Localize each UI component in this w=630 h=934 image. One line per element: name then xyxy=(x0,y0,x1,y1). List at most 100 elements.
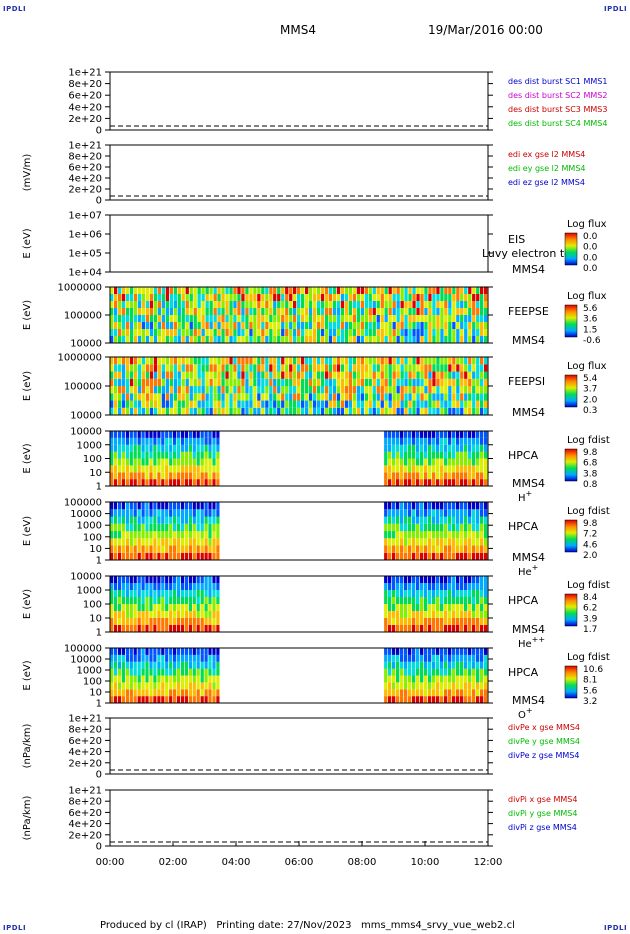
heatmap-cell xyxy=(396,479,400,486)
heatmap-cell xyxy=(200,479,204,486)
heatmap-cell xyxy=(408,431,412,438)
heatmap-cell xyxy=(444,516,448,524)
heatmap-cell xyxy=(184,516,188,524)
heatmap-cell xyxy=(137,625,141,632)
heatmap-cell xyxy=(388,523,392,532)
heatmap-cell xyxy=(161,648,165,655)
legend-entry: des dist burst SC1 MMS1 xyxy=(508,77,607,86)
heatmap-cell xyxy=(460,689,464,697)
heatmap-cell xyxy=(200,675,204,683)
heatmap-cell xyxy=(340,371,345,379)
heatmap-cell xyxy=(472,523,476,532)
heatmap-cell xyxy=(285,400,289,408)
y-tick-label: 100000 xyxy=(64,498,102,509)
heatmap-cell xyxy=(305,315,309,322)
heatmap-cell xyxy=(448,696,452,703)
heatmap-cell xyxy=(196,675,200,683)
heatmap-cell xyxy=(416,294,420,301)
heatmap-cell xyxy=(312,301,317,308)
heatmap-cell xyxy=(384,431,388,438)
heatmap-cell xyxy=(460,552,464,561)
heatmap-cell xyxy=(388,583,392,590)
heatmap-cell xyxy=(468,689,472,697)
heatmap-cell xyxy=(216,509,220,517)
heatmap-cell xyxy=(253,386,257,394)
heatmap-cell xyxy=(113,516,118,524)
spacecraft-label: MMS4 xyxy=(512,477,545,490)
heatmap-cell xyxy=(165,509,169,517)
heatmap-cell xyxy=(356,357,360,365)
heatmap-cell xyxy=(348,294,352,301)
heatmap-cell xyxy=(229,336,233,343)
heatmap-cell xyxy=(133,648,137,655)
heatmap-cell xyxy=(436,479,440,486)
heatmap-cell xyxy=(204,502,208,510)
heatmap-cell xyxy=(436,329,440,336)
heatmap-cell xyxy=(212,583,216,590)
heatmap-cell xyxy=(161,357,165,365)
heatmap-cell xyxy=(364,315,368,322)
heatmap-cell xyxy=(480,648,484,655)
heatmap-cell xyxy=(456,597,460,604)
heatmap-cell xyxy=(372,407,376,416)
heatmap-cell xyxy=(153,502,157,510)
heatmap-cell xyxy=(145,597,149,604)
heatmap-cell xyxy=(121,696,125,703)
heatmap-cell xyxy=(432,604,436,611)
heatmap-cell xyxy=(149,604,153,611)
y-tick-label: 100000 xyxy=(64,382,102,393)
heatmap-cell xyxy=(404,682,408,690)
heatmap-cell xyxy=(193,287,197,294)
heatmap-cell xyxy=(161,597,165,604)
heatmap-cell xyxy=(301,301,305,308)
heatmap-cell xyxy=(444,696,448,703)
heatmap-cell xyxy=(145,625,149,632)
heatmap-cell xyxy=(480,357,484,365)
heatmap-cell xyxy=(233,329,237,336)
heatmap-cell xyxy=(428,400,432,408)
heatmap-cell xyxy=(460,611,464,618)
heatmap-cell xyxy=(404,545,408,553)
heatmap-cell xyxy=(213,364,217,372)
heatmap-cell xyxy=(464,509,468,517)
heatmap-cell xyxy=(376,287,380,294)
heatmap-cell xyxy=(185,400,189,408)
heatmap-cell xyxy=(184,509,188,517)
heatmap-cell xyxy=(432,625,436,632)
heatmap-cell xyxy=(237,364,241,372)
heatmap-cell xyxy=(161,308,165,315)
heatmap-cell xyxy=(169,287,173,294)
heatmap-cell xyxy=(336,386,341,394)
heatmap-cell xyxy=(404,597,408,604)
heatmap-cell xyxy=(328,308,333,315)
heatmap-cell xyxy=(472,576,476,583)
heatmap-cell xyxy=(484,531,488,539)
heatmap-cell xyxy=(180,502,185,510)
heatmap-cell xyxy=(420,661,424,669)
heatmap-cell xyxy=(368,294,372,301)
heatmap-cell xyxy=(424,618,428,625)
heatmap-cell xyxy=(484,523,488,532)
heatmap-cell xyxy=(114,315,118,322)
colorbar-title: Log fdist xyxy=(567,652,610,663)
heatmap-cell xyxy=(221,400,225,408)
heatmap-cell xyxy=(376,315,380,322)
heatmap-cell xyxy=(189,336,193,343)
heatmap-cell xyxy=(472,437,476,445)
heatmap-cell xyxy=(197,357,201,365)
heatmap-cell xyxy=(468,576,472,583)
heatmap-cell xyxy=(480,329,484,336)
heatmap-cell xyxy=(396,625,400,632)
heatmap-cell xyxy=(269,378,273,387)
heatmap-cell xyxy=(428,590,432,597)
heatmap-cell xyxy=(118,364,122,372)
heatmap-cell xyxy=(368,407,372,416)
heatmap-cell xyxy=(297,393,301,401)
heatmap-cell xyxy=(468,431,472,438)
heatmap-cell xyxy=(141,545,145,553)
heatmap-cell xyxy=(400,689,404,697)
heatmap-cell xyxy=(404,294,408,301)
heatmap-cell xyxy=(216,516,220,524)
heatmap-cell xyxy=(396,523,400,532)
heatmap-cell xyxy=(273,294,277,301)
